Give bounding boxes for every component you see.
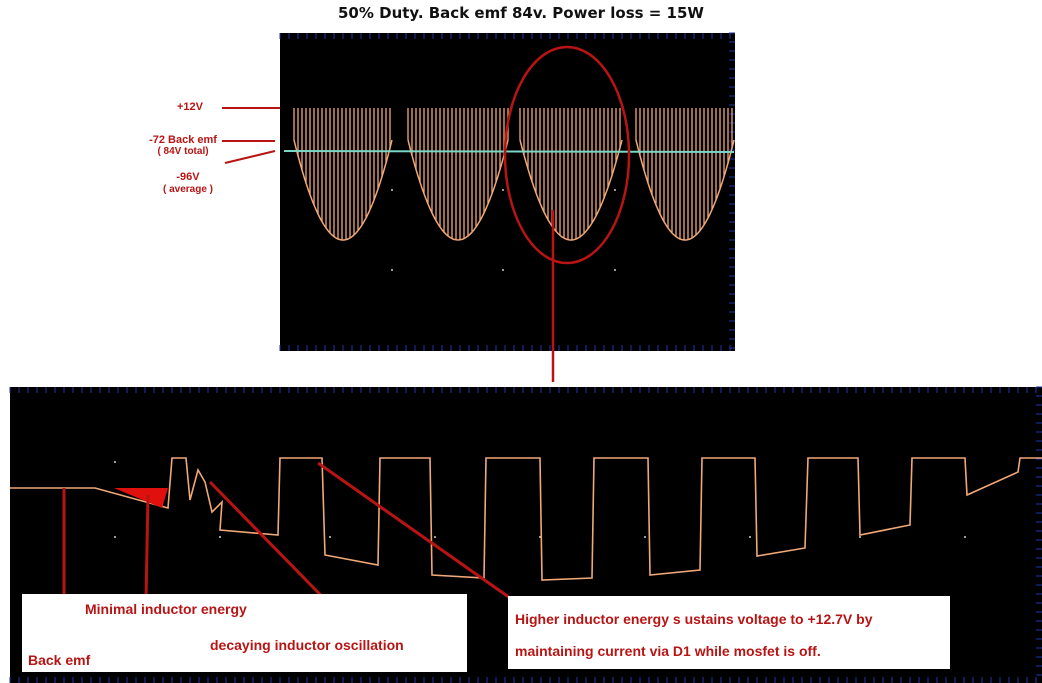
bottom-grid-dot bbox=[329, 536, 331, 538]
bottom-grid-dot bbox=[964, 536, 966, 538]
top-grid-dot bbox=[614, 269, 616, 271]
higher-pointer bbox=[317, 461, 521, 607]
bottom-square-wave bbox=[10, 457, 1042, 581]
label-plus12: +12V bbox=[177, 101, 203, 113]
top-envelope-1 bbox=[293, 139, 393, 241]
label-minus96: -96V bbox=[176, 171, 200, 183]
top-scope-waveform bbox=[293, 108, 735, 241]
back-emf-trace bbox=[283, 150, 735, 153]
top-burst-4 bbox=[635, 108, 733, 240]
bottom-grid-dot bbox=[749, 536, 751, 538]
top-envelope-3 bbox=[519, 139, 623, 241]
bottom-grid-dot bbox=[434, 536, 436, 538]
right-annotation-box bbox=[508, 596, 950, 669]
left-annotation-box bbox=[22, 594, 467, 672]
bottom-grid-dot bbox=[859, 536, 861, 538]
top-envelope-4 bbox=[635, 139, 735, 241]
minimal-energy-marker bbox=[114, 488, 168, 508]
bottom-grid-dot bbox=[114, 461, 116, 463]
chart-title: 50% Duty. Back emf 84v. Power loss = 15W bbox=[338, 4, 704, 22]
top-grid-dot bbox=[502, 189, 504, 191]
annotation-minimal: Minimal inductor energy bbox=[85, 601, 247, 617]
label-back-emf: -72 Back emf bbox=[149, 134, 217, 146]
highlight-ellipse bbox=[503, 45, 631, 265]
top-burst-3 bbox=[519, 108, 621, 240]
top-grid-dot bbox=[614, 189, 616, 191]
top-burst-1 bbox=[293, 108, 391, 240]
bottom-grid-dot bbox=[114, 536, 116, 538]
minimal-pointer bbox=[144, 494, 150, 601]
top-envelope-2 bbox=[407, 139, 509, 241]
bottom-scope-grid bbox=[9, 386, 1042, 683]
label-back-emf-total: ( 84V total) bbox=[157, 146, 209, 157]
top-grid-dot bbox=[391, 189, 393, 191]
label-average: ( average ) bbox=[162, 184, 214, 195]
top-burst-2 bbox=[407, 108, 509, 240]
annotation-higher-line1: Higher inductor energy s ustains voltage… bbox=[515, 611, 873, 627]
top-grid-dot bbox=[391, 269, 393, 271]
annotation-higher-line2: maintaining current via D1 while mosfet … bbox=[515, 643, 821, 659]
bottom-grid-dot bbox=[644, 536, 646, 538]
annotation-decaying: decaying inductor oscillation bbox=[210, 637, 404, 653]
top-grid-dot bbox=[502, 269, 504, 271]
minus96-leader bbox=[224, 150, 276, 164]
bottom-grid-dot bbox=[219, 536, 221, 538]
annotation-back-emf: Back emf bbox=[28, 652, 91, 668]
bottom-scope-waveform bbox=[10, 457, 1042, 581]
